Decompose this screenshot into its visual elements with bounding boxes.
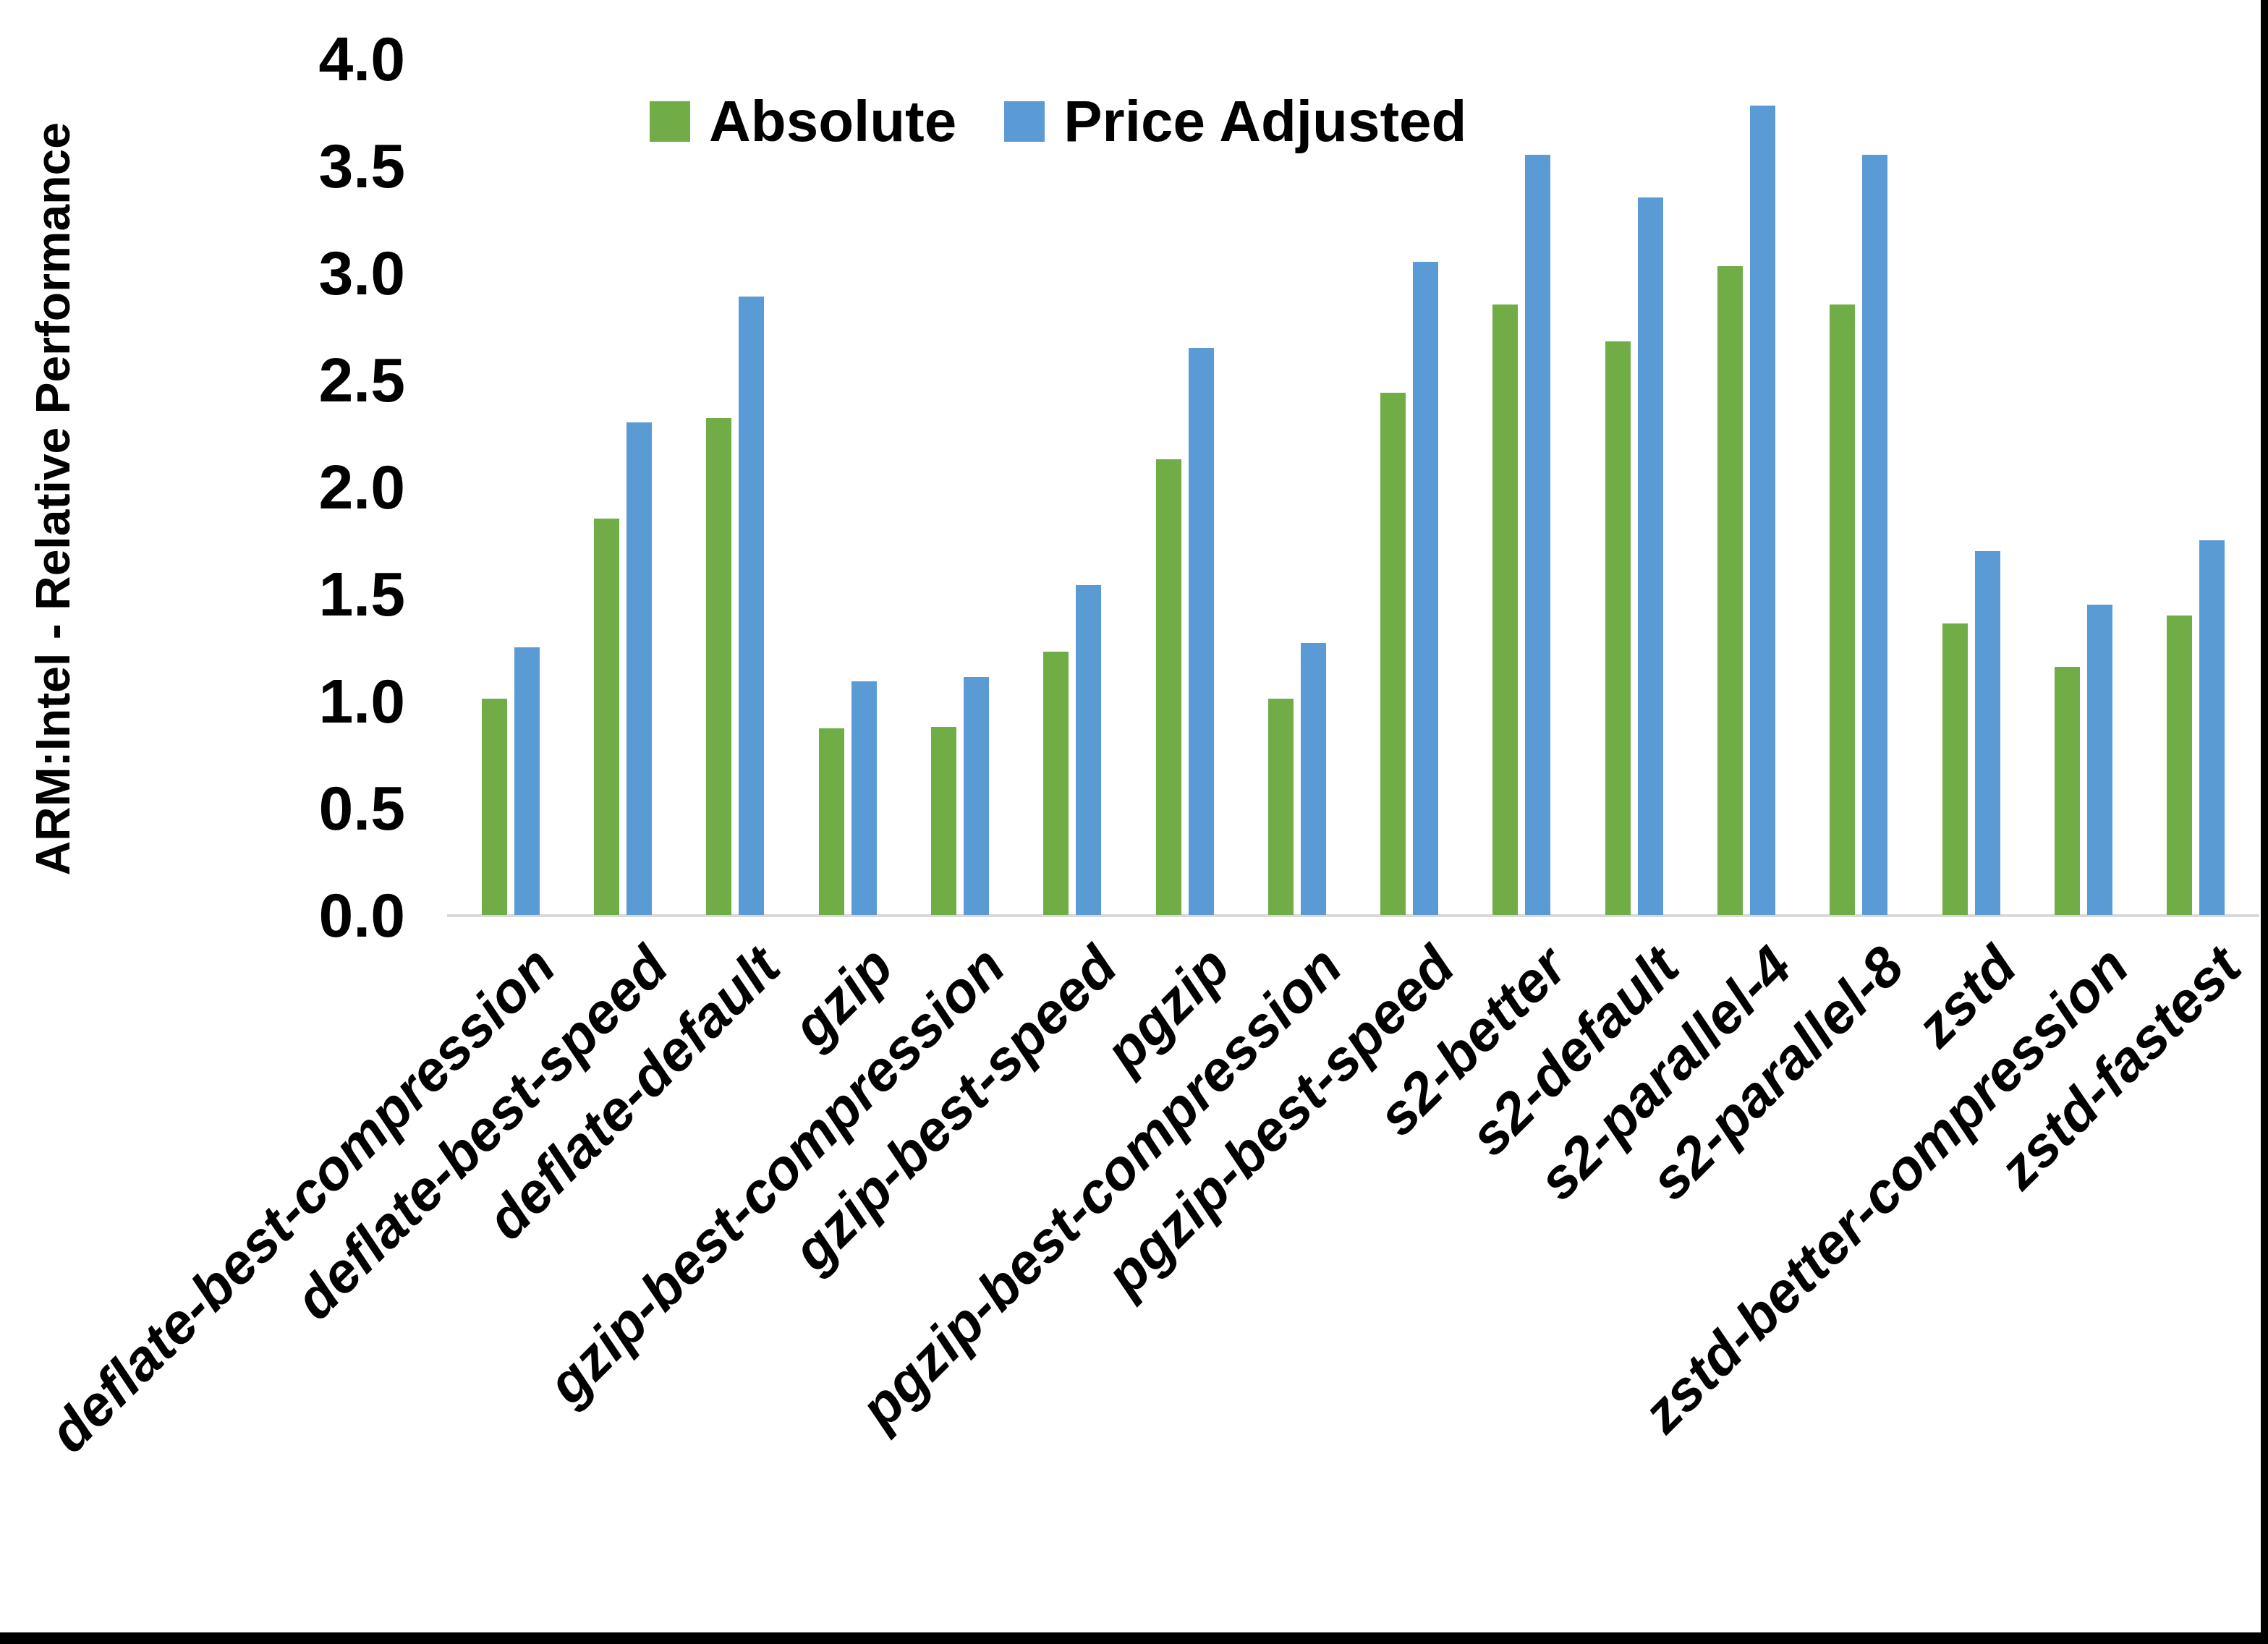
bar-group: [1690, 59, 1802, 915]
bar-price-adjusted: [1750, 106, 1775, 915]
bar-absolute: [1830, 304, 1855, 915]
y-axis-title: ARM:Intel - Relative Performance: [13, 43, 93, 955]
y-axis-title-text: ARM:Intel - Relative Performance: [25, 122, 80, 876]
bar-group: [1129, 59, 1241, 915]
bar-price-adjusted: [1525, 155, 1550, 915]
bar-group: [2140, 59, 2252, 915]
chart-page: ARM:Intel - Relative Performance 4.0 3.5 3…: [0, 0, 2268, 1644]
bar-group: [1241, 59, 1353, 915]
bar-price-adjusted: [1638, 197, 1663, 915]
bar-absolute: [482, 699, 507, 915]
legend-label: Absolute: [709, 93, 956, 150]
bar-absolute: [1043, 652, 1069, 915]
bar-price-adjusted: [1975, 551, 2000, 915]
legend-item: Price Adjusted: [1004, 93, 1466, 150]
bar-price-adjusted: [1301, 643, 1326, 915]
bar-absolute: [1492, 304, 1518, 915]
bar-absolute: [706, 418, 731, 915]
bar-absolute: [1268, 699, 1294, 915]
bar-absolute: [1605, 341, 1631, 915]
bar-group: [1466, 59, 1578, 915]
bar-absolute: [1156, 459, 1181, 915]
bar-absolute: [1717, 266, 1743, 915]
y-tick-label: 3.5: [217, 135, 405, 197]
y-tick-label: 1.5: [217, 563, 405, 625]
bar-absolute: [1942, 623, 1968, 915]
bar-group: [566, 59, 679, 915]
bar-group: [1578, 59, 1690, 915]
y-tick-label: 2.5: [217, 349, 405, 411]
bar-absolute: [931, 727, 956, 915]
bar-absolute: [819, 728, 844, 915]
bar-group: [454, 59, 566, 915]
y-tick-label: 1.0: [217, 670, 405, 732]
bar-price-adjusted: [627, 422, 652, 915]
legend: Absolute Price Adjusted: [650, 93, 1466, 150]
bar-group: [1803, 59, 1915, 915]
bar-price-adjusted: [851, 681, 877, 915]
bar-price-adjusted: [1189, 348, 1214, 915]
bar-price-adjusted: [739, 297, 764, 915]
bar-group: [904, 59, 1016, 915]
y-tick-label: 0.0: [217, 884, 405, 946]
bar-absolute: [594, 519, 619, 915]
bar-price-adjusted: [2199, 540, 2225, 915]
bar-absolute: [2167, 616, 2192, 915]
y-tick-label: 2.0: [217, 456, 405, 518]
bar-price-adjusted: [964, 677, 989, 915]
y-tick-label: 0.5: [217, 777, 405, 839]
bar-group: [791, 59, 904, 915]
bar-group: [2027, 59, 2139, 915]
bar-group: [679, 59, 791, 915]
bar-price-adjusted: [2087, 605, 2112, 915]
bar-group: [1016, 59, 1129, 915]
legend-item: Absolute: [650, 93, 956, 150]
plot-area: [454, 59, 2252, 915]
bar-group: [1915, 59, 2027, 915]
bar-price-adjusted: [1413, 262, 1438, 915]
y-tick-label: 4.0: [217, 27, 405, 90]
bar-price-adjusted: [1076, 585, 1101, 915]
y-tick-label: 3.0: [217, 242, 405, 304]
legend-label: Price Adjusted: [1063, 93, 1466, 150]
legend-swatch-icon: [1004, 101, 1045, 142]
bar-absolute: [2055, 667, 2080, 915]
legend-swatch-icon: [650, 101, 690, 142]
bar-absolute: [1380, 393, 1406, 915]
bar-group: [1354, 59, 1466, 915]
bar-price-adjusted: [1862, 155, 1887, 915]
bar-price-adjusted: [514, 647, 540, 915]
